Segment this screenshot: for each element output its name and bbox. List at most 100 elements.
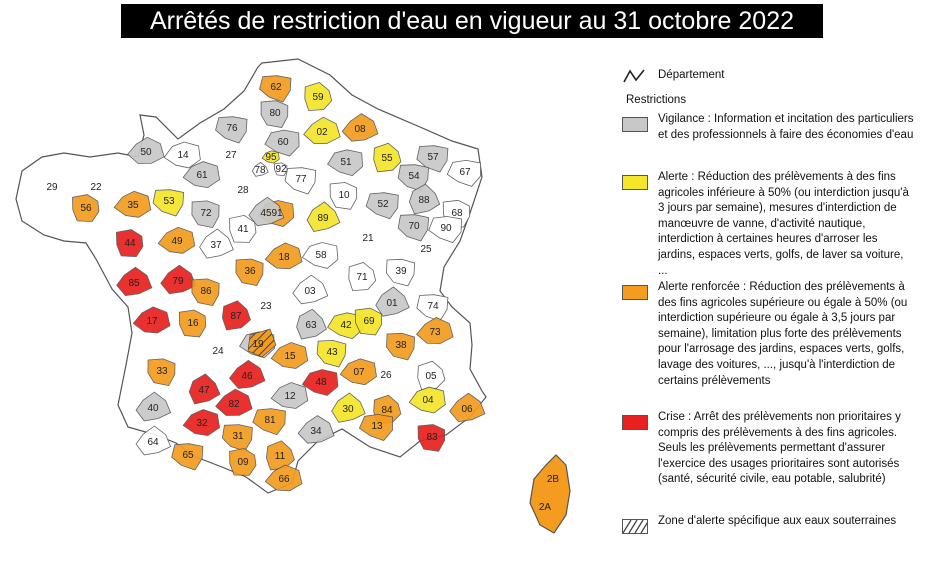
department-label-28: 28 — [237, 185, 249, 196]
department-shape-59[interactable] — [304, 81, 333, 112]
department-shape-87[interactable] — [221, 300, 251, 331]
legend-crise-text: Crise : Arrêt des prélèvements non prior… — [658, 411, 901, 486]
department-shape-34[interactable] — [297, 415, 335, 444]
department-shape-47[interactable] — [188, 373, 221, 405]
department-shape-83[interactable] — [417, 424, 446, 452]
department-shape-51[interactable] — [327, 149, 364, 177]
department-shape-88[interactable] — [408, 183, 441, 215]
department-shape-46[interactable] — [228, 359, 266, 389]
department-shape-39[interactable] — [385, 258, 416, 287]
france-map[interactable]: 62 59 76 80 02 08 60 50 14 27 95 55 57 67 61 78 92 51 54 29… — [0, 45, 610, 573]
department-shape-73[interactable] — [416, 316, 454, 344]
department-shape-71[interactable] — [348, 262, 377, 292]
department-label-69: 69 — [363, 316, 375, 327]
department-label-92: 92 — [275, 164, 287, 175]
department-label-65: 65 — [182, 450, 194, 461]
department-label-77: 77 — [295, 174, 307, 185]
department-shape-02[interactable] — [303, 116, 341, 145]
department-shape-58[interactable] — [301, 242, 339, 269]
department-shape-32[interactable] — [182, 409, 221, 437]
department-labels: 62 59 76 80 02 08 60 50 14 27 95 55 57 67 61 78 92 51 54 29… — [46, 82, 559, 513]
department-shape-57[interactable] — [416, 145, 449, 173]
department-shape-69[interactable] — [354, 307, 383, 336]
department-label-22: 22 — [90, 182, 102, 193]
department-label-37: 37 — [210, 240, 222, 251]
department-shape-82[interactable] — [215, 388, 253, 416]
department-shape-38[interactable] — [385, 332, 416, 361]
department-shape-63[interactable] — [296, 308, 327, 340]
department-shape-65[interactable] — [171, 443, 204, 471]
department-shape-13[interactable] — [358, 413, 394, 441]
department-shape-37[interactable] — [199, 228, 234, 259]
alerte-renforcee-swatch — [622, 285, 648, 300]
department-shape-16[interactable] — [178, 309, 207, 338]
department-label-74: 74 — [427, 301, 439, 312]
department-shape-49[interactable] — [157, 226, 196, 254]
department-shape-77[interactable] — [284, 167, 317, 195]
department-shape-35[interactable] — [113, 190, 152, 218]
department-label-21: 21 — [362, 233, 374, 244]
department-label-12: 12 — [284, 391, 296, 402]
department-label-24: 24 — [212, 346, 224, 357]
department-shape-56[interactable] — [72, 194, 100, 222]
department-shape-18[interactable] — [264, 242, 303, 270]
department-shape-33[interactable] — [147, 358, 176, 387]
department-shape-72[interactable] — [191, 200, 220, 229]
department-shape-44[interactable] — [115, 229, 144, 258]
department-shape-53[interactable] — [152, 189, 185, 217]
department-shape-86[interactable] — [191, 278, 220, 307]
department-shape-14[interactable] — [163, 141, 201, 169]
department-shapes — [72, 75, 486, 492]
department-label-86: 86 — [200, 286, 212, 297]
department-shape-04[interactable] — [408, 386, 446, 414]
department-shape-81[interactable] — [252, 408, 286, 436]
department-shape-78[interactable] — [251, 161, 269, 177]
department-label-03: 03 — [304, 286, 316, 297]
department-shape-10[interactable] — [329, 182, 358, 210]
department-shape-01[interactable] — [375, 286, 410, 317]
department-shape-12[interactable] — [270, 382, 309, 409]
department-label-29: 29 — [46, 182, 58, 193]
department-shape-45[interactable] — [248, 196, 285, 227]
department-shape-85[interactable] — [116, 266, 153, 297]
department-shape-15[interactable] — [270, 342, 309, 369]
groundwater-zone-hatched[interactable] — [247, 328, 277, 358]
department-shape-67[interactable] — [446, 159, 482, 187]
department-shape-08[interactable] — [341, 113, 379, 142]
department-shape-50[interactable] — [127, 136, 165, 164]
department-shape-80[interactable] — [260, 100, 289, 128]
department-shape-76[interactable] — [215, 116, 248, 144]
department-label-04: 04 — [422, 395, 434, 406]
department-label-13: 13 — [371, 421, 383, 432]
department-label-14: 14 — [177, 150, 189, 161]
department-label-31: 31 — [232, 431, 244, 442]
department-shape-92[interactable] — [274, 162, 288, 177]
department-shape-79[interactable] — [160, 264, 197, 295]
department-label-50: 50 — [140, 147, 152, 158]
department-shape-48[interactable] — [301, 369, 339, 396]
department-shape-89[interactable] — [306, 201, 341, 232]
department-shape-52[interactable] — [365, 192, 399, 220]
department-shape-03[interactable] — [292, 274, 329, 305]
department-label-26: 26 — [380, 370, 392, 381]
department-shape-55[interactable] — [373, 142, 402, 173]
department-label-47: 47 — [198, 385, 210, 396]
department-shape-17[interactable] — [132, 306, 171, 334]
department-shape-64[interactable] — [135, 425, 172, 456]
department-shape-06[interactable] — [449, 392, 486, 423]
department-shape-43[interactable] — [316, 339, 347, 368]
department-shape-41[interactable] — [229, 214, 257, 243]
department-shape-36[interactable] — [235, 258, 264, 287]
department-shape-09[interactable] — [229, 447, 257, 476]
department-shape-66[interactable] — [264, 464, 303, 492]
department-shape-90[interactable] — [428, 216, 462, 244]
department-shape-07[interactable] — [339, 358, 377, 386]
department-shape-40[interactable] — [135, 391, 172, 422]
department-shape-30[interactable] — [331, 392, 366, 423]
department-shape-95[interactable] — [261, 150, 280, 164]
department-shape-62[interactable] — [259, 75, 292, 103]
department-shape-60[interactable] — [264, 129, 300, 157]
department-shape-61[interactable] — [182, 161, 221, 189]
department-shape-70[interactable] — [397, 214, 430, 242]
department-label-38: 38 — [395, 340, 407, 351]
